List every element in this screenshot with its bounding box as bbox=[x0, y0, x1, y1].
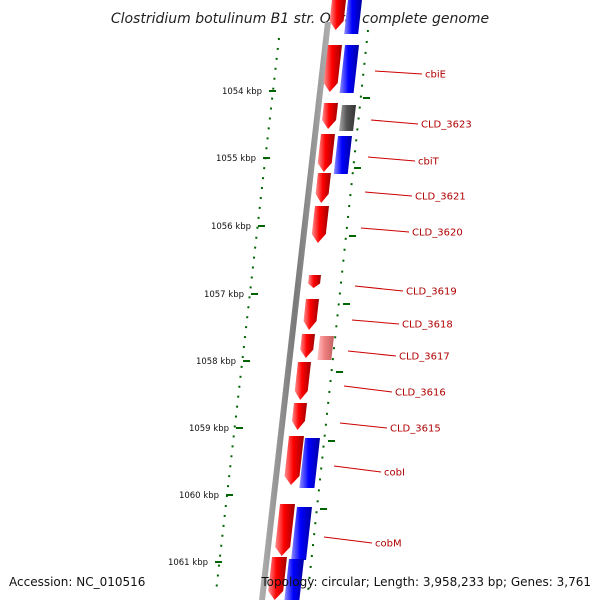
gene-leader-line bbox=[374, 70, 423, 75]
gene-leader-line bbox=[364, 191, 413, 197]
scale-tick-label: 1061 kbp bbox=[168, 558, 208, 568]
gene-feature bbox=[329, 0, 346, 30]
gene-feature bbox=[291, 403, 307, 430]
map-title: Clostridium botulinum B1 str. Okra, comp… bbox=[111, 11, 489, 27]
genome-backbone bbox=[259, 22, 331, 600]
gene-leader-line bbox=[370, 119, 419, 125]
gene-feature bbox=[311, 206, 329, 243]
gene-leader-line bbox=[354, 285, 404, 292]
gene-leader-line bbox=[323, 536, 373, 544]
gene-label: cobI bbox=[384, 468, 405, 479]
gene-leader-line bbox=[347, 350, 397, 357]
gene-feature bbox=[317, 134, 335, 172]
gene-leader-line bbox=[360, 227, 410, 233]
accession-text: Accession: NC_010516 bbox=[9, 575, 146, 589]
scale-tick-label: 1056 kbp bbox=[211, 222, 251, 232]
gene-feature bbox=[275, 504, 295, 556]
inner-ticks bbox=[307, 29, 370, 593]
gene-feature bbox=[291, 507, 312, 560]
gene-label: cbiT bbox=[418, 157, 440, 168]
gene-features bbox=[268, 0, 362, 600]
scale-tick-label: 1055 kbp bbox=[216, 154, 256, 164]
gene-feature bbox=[300, 334, 315, 358]
gene-feature bbox=[315, 173, 331, 203]
gene-feature bbox=[339, 105, 356, 131]
gene-label: CLD_3618 bbox=[402, 320, 453, 331]
gene-label: CLD_3619 bbox=[406, 287, 457, 298]
gene-leader-line bbox=[339, 422, 388, 429]
scale-tick-label: 1059 kbp bbox=[189, 424, 229, 434]
scale-ticks: 1054 kbp 1055 kbp 1056 kbp 1057 kbp 1058 kbp… bbox=[168, 87, 276, 568]
gene-label: CLD_3615 bbox=[390, 424, 441, 435]
gene-feature bbox=[339, 45, 359, 93]
gene-feature bbox=[303, 299, 319, 330]
gene-feature bbox=[284, 559, 304, 600]
gene-leader-line bbox=[343, 385, 393, 393]
gene-label: CLD_3620 bbox=[412, 228, 463, 239]
gene-label: CLD_3616 bbox=[395, 388, 446, 399]
gene-feature bbox=[299, 438, 320, 488]
gene-feature bbox=[284, 436, 304, 485]
gene-label: cbiE bbox=[425, 70, 446, 81]
scale-tick-label: 1058 kbp bbox=[196, 357, 236, 367]
gene-leader-line bbox=[367, 156, 416, 162]
gene-feature bbox=[322, 103, 338, 129]
gene-feature bbox=[268, 557, 287, 600]
gene-labels: cbiE CLD_3623 cbiT CLD_3621 CLD_3620 CLD_3619… bbox=[323, 70, 472, 550]
topology-text: Topology: circular; Length: 3,958,233 bp… bbox=[261, 575, 591, 589]
scale-tick-label: 1060 kbp bbox=[179, 491, 219, 501]
gene-feature bbox=[294, 362, 311, 400]
gene-feature bbox=[317, 336, 334, 360]
gene-label: CLD_3617 bbox=[399, 352, 450, 363]
gene-leader-line bbox=[351, 319, 400, 325]
gene-label: CLD_3621 bbox=[415, 192, 466, 203]
gene-feature bbox=[323, 45, 342, 92]
gene-label: CLD_3623 bbox=[421, 120, 472, 131]
scale-tick-label: 1054 kbp bbox=[222, 87, 262, 97]
gene-label: cobM bbox=[375, 539, 402, 550]
gene-feature bbox=[344, 0, 362, 34]
gene-leader-line bbox=[333, 465, 382, 473]
gene-feature bbox=[308, 275, 321, 288]
scale-tick-label: 1057 kbp bbox=[204, 290, 244, 300]
gene-feature bbox=[333, 136, 352, 174]
